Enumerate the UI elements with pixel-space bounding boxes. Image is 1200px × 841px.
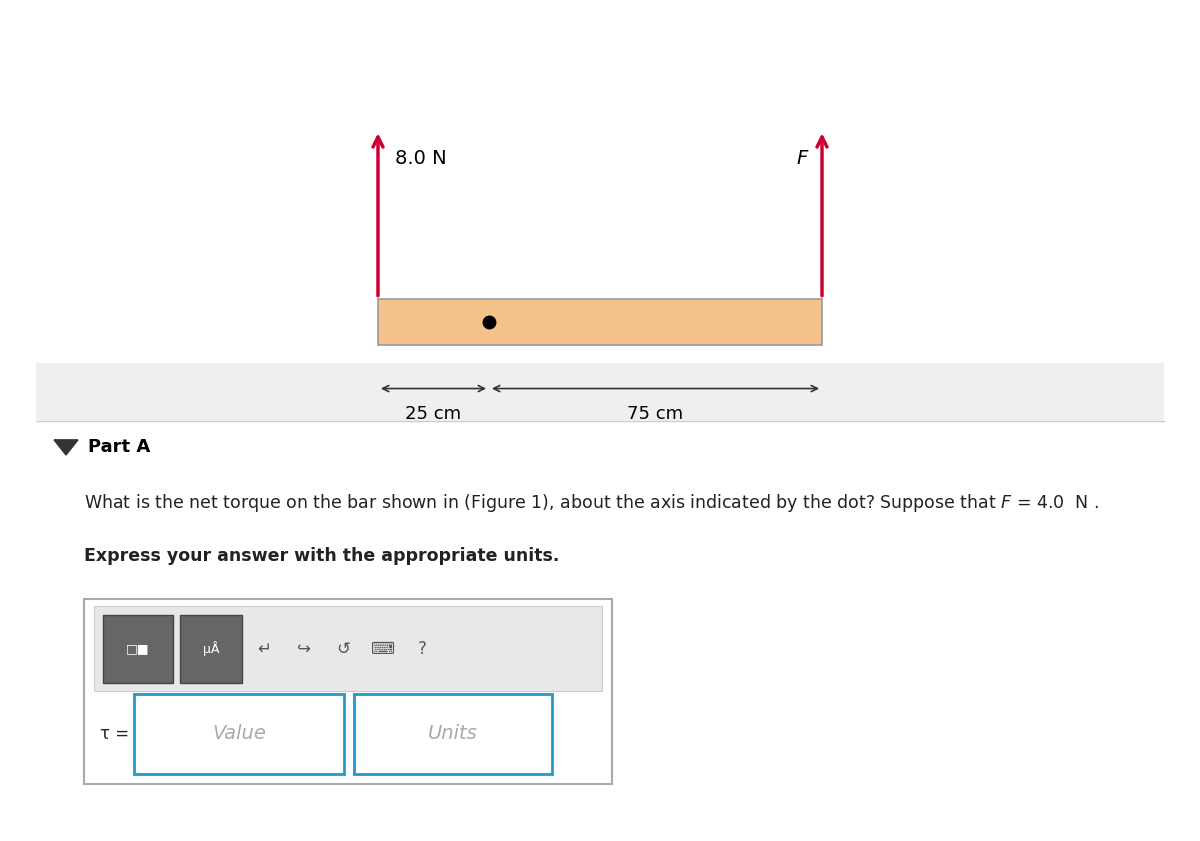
- Bar: [180, 615, 242, 683]
- Bar: [378, 299, 822, 345]
- Bar: [36, 363, 1164, 420]
- Text: 75 cm: 75 cm: [628, 405, 684, 423]
- Text: □■: □■: [126, 643, 150, 655]
- Text: Value: Value: [212, 724, 266, 743]
- Text: F: F: [797, 149, 808, 168]
- Text: Units: Units: [428, 724, 478, 743]
- Bar: [134, 694, 344, 774]
- Text: 25 cm: 25 cm: [406, 405, 462, 423]
- Bar: [94, 606, 602, 691]
- Text: τ =: τ =: [101, 725, 130, 743]
- Bar: [84, 599, 612, 784]
- Text: Express your answer with the appropriate units.: Express your answer with the appropriate…: [84, 547, 559, 565]
- Polygon shape: [54, 440, 78, 455]
- Text: μÅ: μÅ: [203, 642, 220, 656]
- Text: What is the net torque on the bar shown in (Figure 1), about the axis indicated : What is the net torque on the bar shown …: [84, 492, 1099, 514]
- Text: ↺: ↺: [336, 640, 350, 658]
- Text: 8.0 N: 8.0 N: [395, 149, 446, 168]
- Text: ↵: ↵: [257, 640, 271, 658]
- Text: ?: ?: [418, 640, 427, 658]
- Text: ⌨: ⌨: [371, 640, 395, 658]
- Text: Part A: Part A: [88, 438, 150, 457]
- Bar: [354, 694, 552, 774]
- Text: ↪: ↪: [296, 640, 311, 658]
- Bar: [103, 615, 173, 683]
